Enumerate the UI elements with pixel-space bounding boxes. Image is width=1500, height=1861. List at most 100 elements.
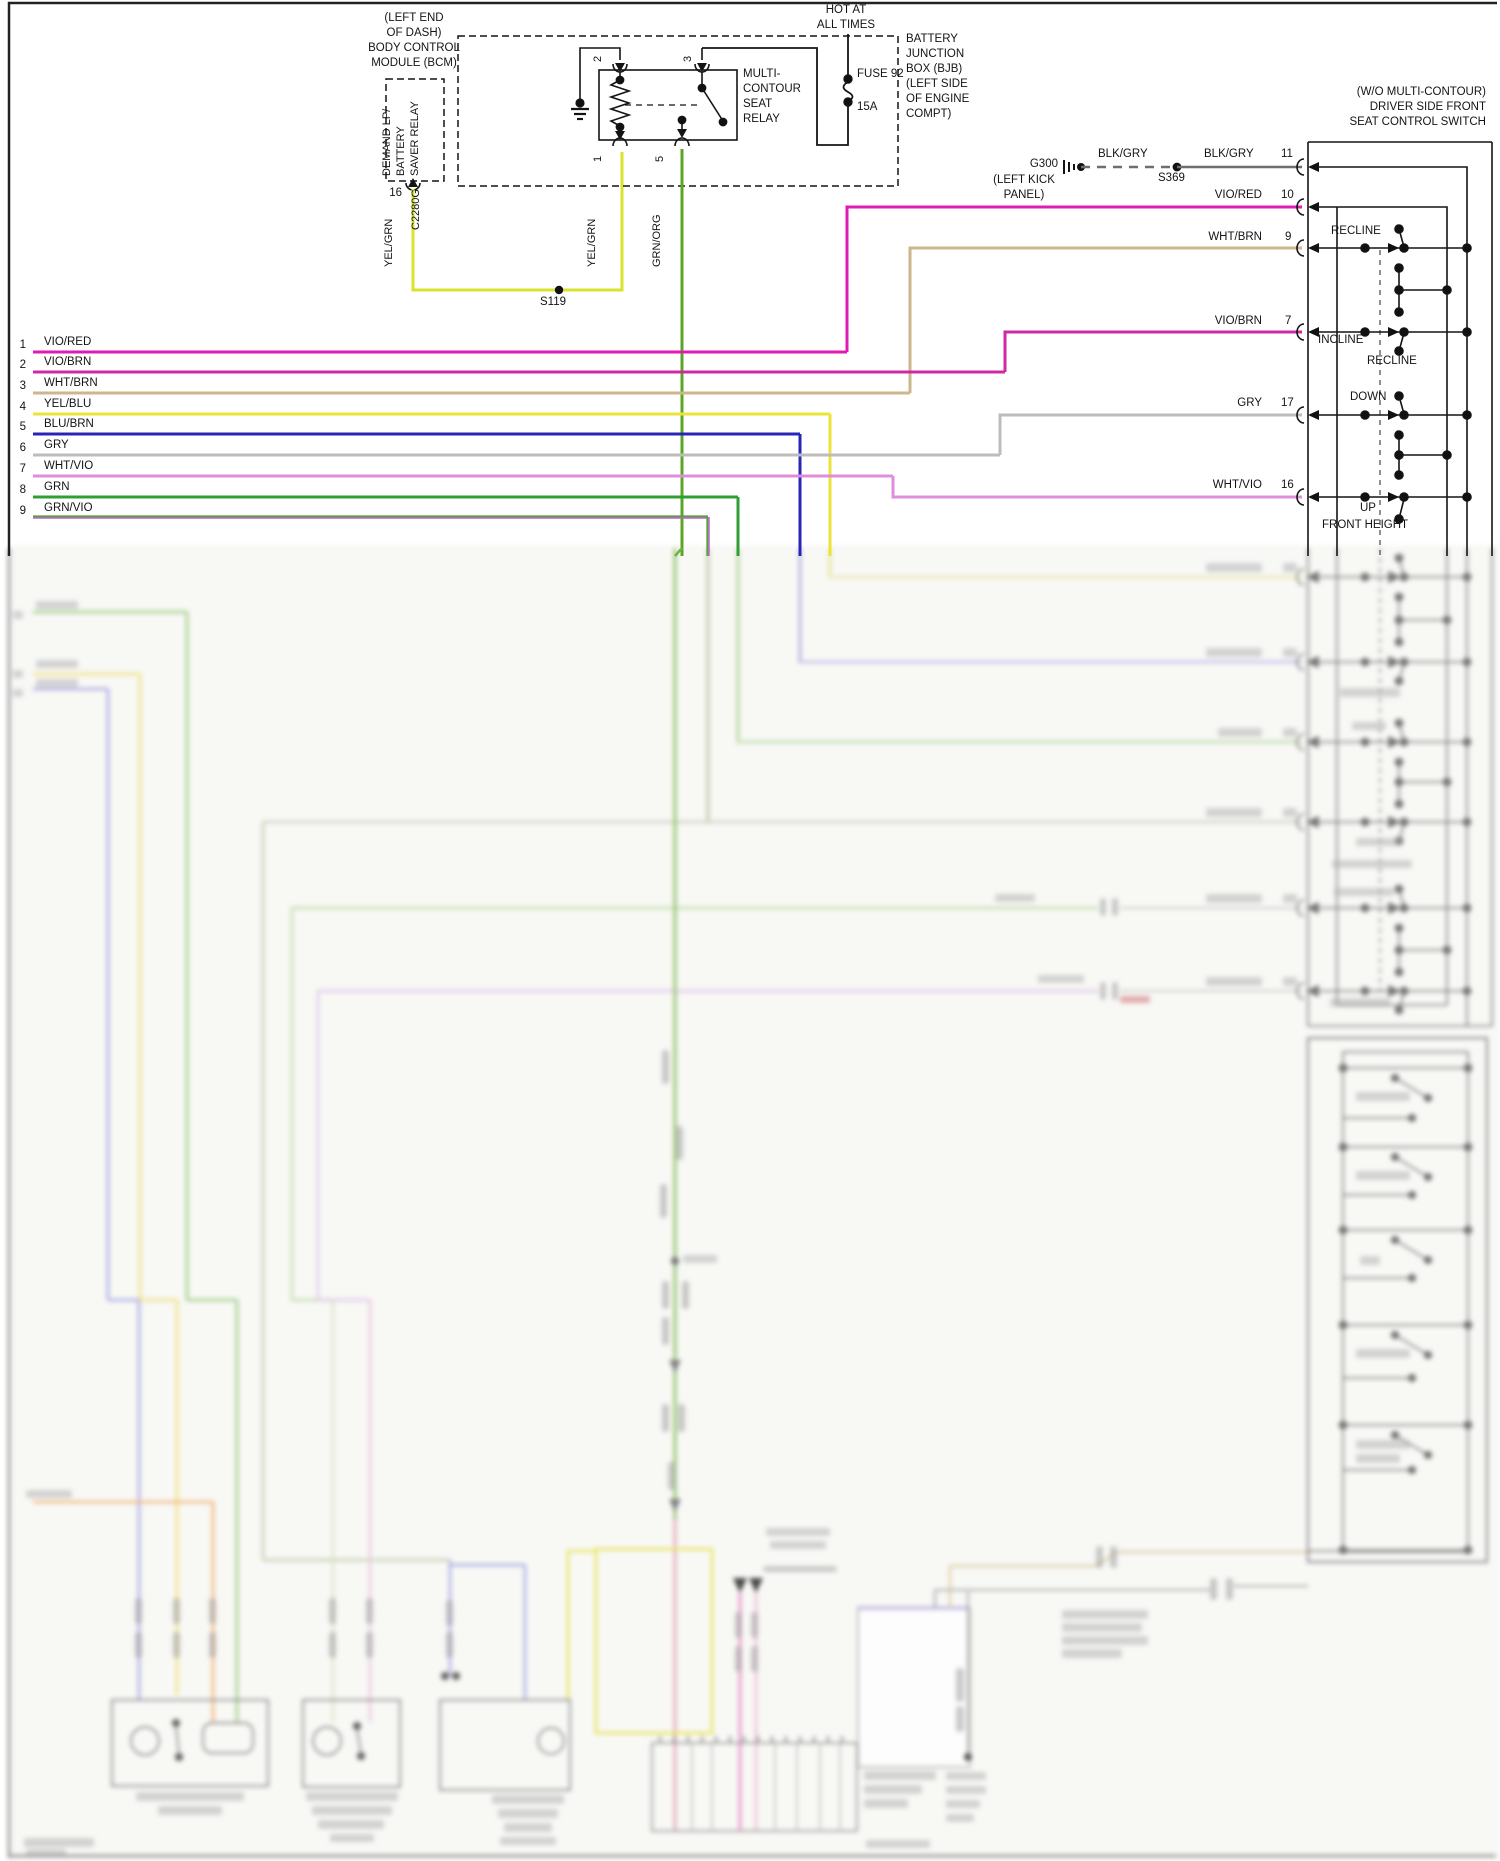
fn-down: DOWN	[1350, 391, 1387, 403]
hot-feed	[702, 34, 854, 146]
bcm-pin: 16	[389, 187, 402, 199]
fn-recline-group: RECLINE	[1367, 355, 1417, 367]
relay-internals	[571, 47, 728, 147]
relay-pin-1: 1	[592, 155, 604, 162]
switch-wire-7: VIO/BRN	[1214, 315, 1262, 327]
motor-boxes	[111, 1671, 571, 1791]
hot-label-1: HOT AT	[825, 4, 867, 16]
bcm-relay-line-2: BATTERY	[395, 126, 407, 176]
s119-label: S119	[540, 296, 567, 308]
fuse-element	[842, 81, 854, 102]
switch-pin-16: 16	[1281, 479, 1294, 491]
hot-label-2: ALL TIMES	[816, 19, 876, 31]
s369-label: S369	[1158, 172, 1185, 184]
g300-ground	[1063, 160, 1302, 174]
bcm-relay-line-3: SAVER RELAY	[409, 101, 421, 176]
blk-gry-label-right: BLK/GRY	[1204, 148, 1254, 160]
bjb-label-1: BATTERY	[906, 33, 958, 45]
switch-header-3: SEAT CONTROL SWITCH	[1349, 116, 1486, 128]
bjb-label-5: OF ENGINE	[906, 93, 970, 105]
relay-name-4: RELAY	[743, 113, 780, 125]
switch-pin-wires	[845, 205, 1302, 499]
switch-pin-10: 10	[1281, 189, 1294, 201]
g300-label: G300	[1029, 158, 1058, 170]
left-wire-label: GRY	[44, 439, 69, 451]
switch-wire-16: WHT/VIO	[1212, 479, 1262, 491]
left-wire-num: 7	[19, 463, 26, 475]
bcm-connector-label: C2280G	[410, 189, 422, 230]
switch-wire-17: GRY	[1237, 397, 1262, 409]
left-wire-num: 6	[19, 442, 26, 454]
vio-brn-wire	[1003, 330, 1302, 372]
wht-vio-wire	[891, 476, 1302, 499]
fuse-rating: 15A	[857, 101, 878, 113]
fn-front-height: FRONT HEIGHT	[1322, 519, 1409, 531]
fn-up: UP	[1360, 502, 1376, 514]
g300-location-2: PANEL)	[1003, 189, 1045, 201]
left-wire-label: VIO/BRN	[44, 356, 92, 368]
left-wire-rows	[33, 350, 1005, 556]
left-wire-label: VIO/RED	[44, 336, 92, 348]
relay-box	[598, 69, 738, 141]
wht-brn-wire	[908, 246, 1302, 393]
left-wire-label: WHT/BRN	[44, 377, 98, 389]
vio-red-wire	[845, 205, 1302, 352]
g300-location-1: (LEFT KICK	[993, 174, 1055, 186]
relay-name-2: CONTOUR	[743, 83, 801, 95]
switch-wire-10: VIO/RED	[1214, 189, 1262, 201]
page-border	[7, 1, 1497, 556]
bcm-name-1: BODY CONTROL	[368, 42, 460, 54]
left-wire-num: 1	[19, 339, 26, 351]
switch-pin-9: 9	[1285, 231, 1292, 243]
bcm-location-2: OF DASH)	[386, 27, 442, 39]
switch-pin-17: 17	[1281, 397, 1294, 409]
grn-org-joint	[674, 547, 683, 557]
bjb-label-4: (LEFT SIDE	[906, 78, 968, 90]
left-wire-num: 5	[19, 421, 26, 433]
relay-pin-5: 5	[654, 155, 666, 162]
switch-header-2: DRIVER SIDE FRONT	[1369, 101, 1486, 113]
relay-wire-5-label: GRN/ORG	[651, 214, 663, 267]
switch-wire-9: WHT/BRN	[1208, 231, 1262, 243]
grn-org-run	[669, 548, 681, 1830]
blk-gry-label-left: BLK/GRY	[1098, 148, 1148, 160]
relay-wire-1-label: YEL/GRN	[586, 218, 598, 267]
bcm-relay-line-1: DEMAND LP/	[381, 108, 393, 176]
bjb-box	[457, 35, 899, 187]
wire-drops	[261, 548, 1302, 1722]
page-border-lower	[7, 548, 1496, 1858]
relay-pin-2: 2	[592, 55, 604, 62]
fuse-label: FUSE 92	[857, 68, 904, 80]
c314-run	[964, 1592, 972, 1761]
lower-switch-feeds	[935, 1550, 1308, 1591]
switch-contacts	[1296, 158, 1472, 556]
gry-wire	[998, 413, 1302, 455]
left-wire-num: 8	[19, 484, 26, 496]
bjb-label-3: BOX (BJB)	[906, 63, 963, 75]
yellow-loop	[566, 1547, 714, 1735]
left-wire-num: 2	[19, 359, 26, 371]
module-box	[857, 1566, 971, 1768]
bcm-wire-label: YEL/GRN	[383, 218, 395, 267]
left-wire-label: GRN/VIO	[44, 502, 93, 514]
fn-incline: INCLINE	[1318, 334, 1364, 346]
seat-switch-box	[1307, 141, 1493, 556]
switch-pin-7: 7	[1285, 315, 1292, 327]
bjb-label-2: JUNCTION	[906, 48, 965, 60]
left-wire-label: WHT/VIO	[44, 460, 94, 472]
switch-pin-11: 11	[1281, 148, 1293, 160]
left-wire-label: YEL/BLU	[44, 398, 92, 410]
bottom-connector-strip	[651, 1736, 858, 1832]
left-wire-num: 3	[19, 380, 26, 392]
left-wire-num: 4	[19, 401, 26, 413]
relay-name-3: SEAT	[743, 98, 773, 110]
relay-pin-3: 3	[682, 55, 694, 62]
bcm-location-1: (LEFT END	[384, 12, 444, 24]
lumbar-connector-pair	[733, 1566, 837, 1830]
relay-name-1: MULTI-	[743, 68, 781, 80]
switch-box-lower	[1296, 548, 1493, 1027]
